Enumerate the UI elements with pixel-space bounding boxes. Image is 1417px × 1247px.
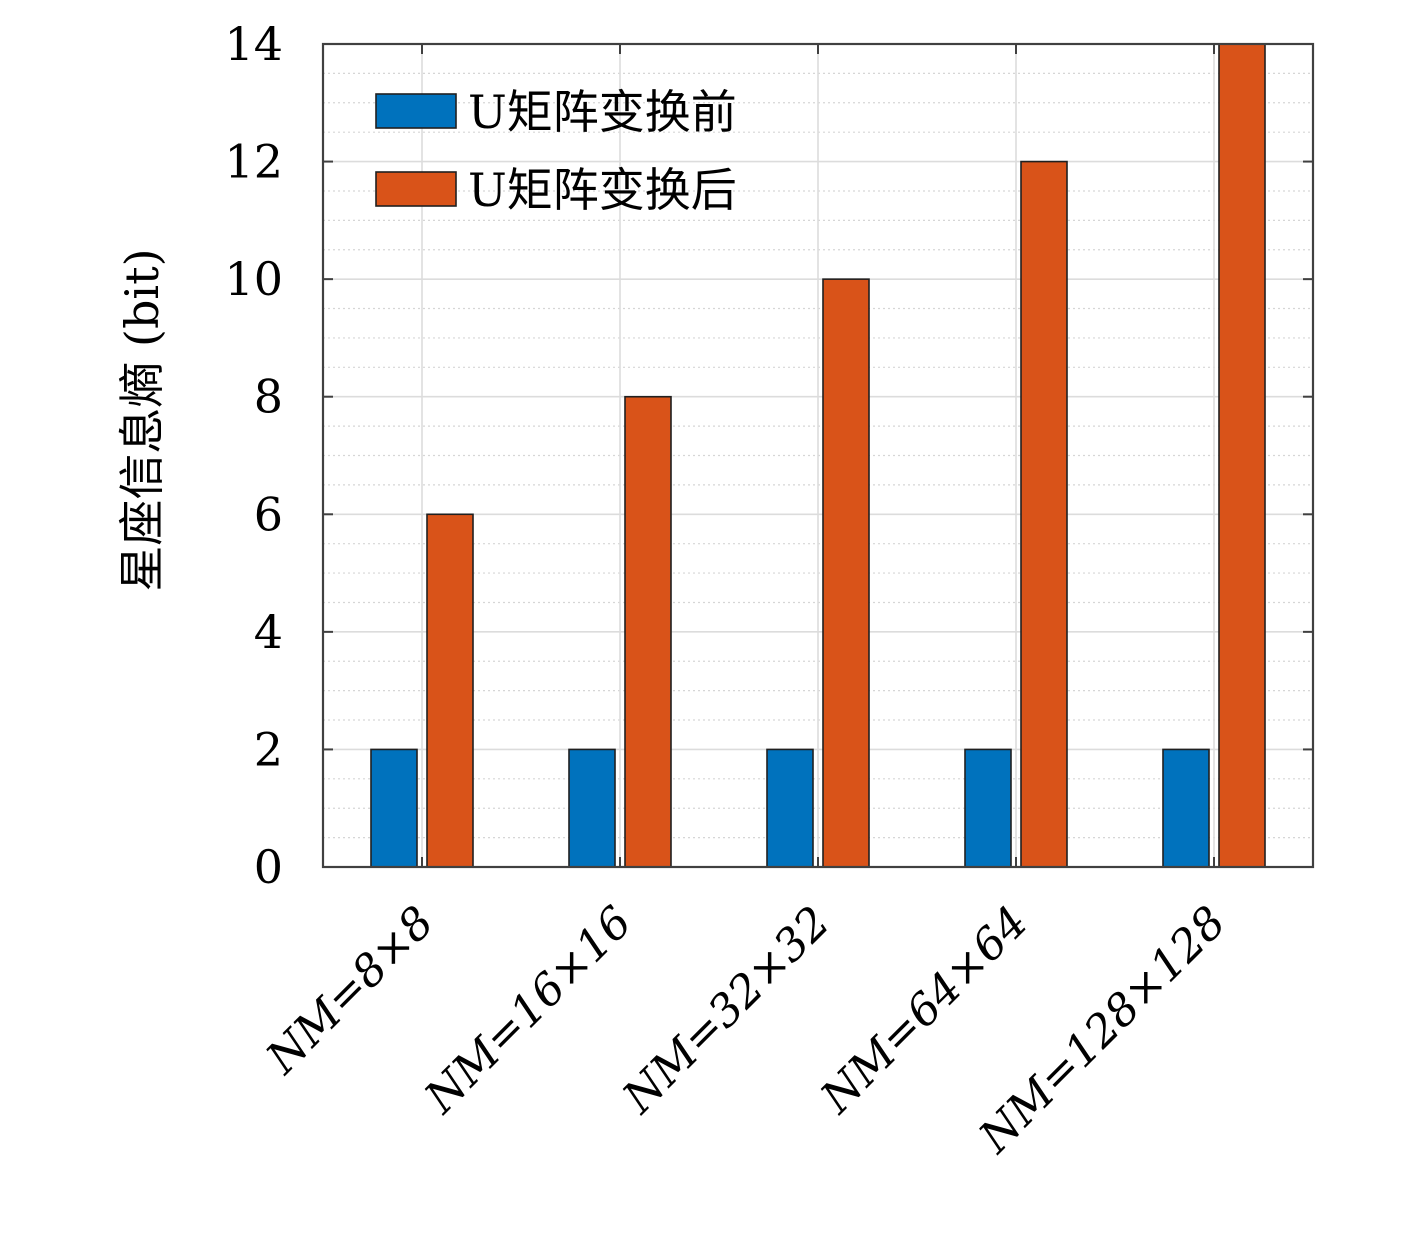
x-tick-label: NM=16×16 bbox=[415, 897, 642, 1124]
x-tick-label: NM=64×64 bbox=[811, 897, 1038, 1124]
bar-series-1-cat-2 bbox=[822, 278, 870, 868]
legend-label-after: U矩阵变换后 bbox=[468, 163, 737, 217]
bars bbox=[370, 43, 1266, 868]
y-tick-label: 14 bbox=[224, 17, 283, 71]
y-tick-label: 0 bbox=[254, 840, 283, 894]
legend-swatch-after bbox=[375, 171, 457, 207]
y-tick-label: 4 bbox=[254, 605, 283, 659]
bar-series-0-cat-3 bbox=[964, 748, 1012, 868]
y-tick-label: 6 bbox=[254, 487, 283, 541]
y-tick-label: 12 bbox=[224, 135, 283, 189]
bar-series-0-cat-1 bbox=[568, 748, 616, 868]
y-tick-label: 10 bbox=[224, 252, 283, 306]
bar-series-1-cat-4 bbox=[1218, 43, 1266, 868]
y-tick-labels: 0 2 4 6 8 10 12 14 bbox=[224, 17, 283, 894]
legend-label-before: U矩阵变换前 bbox=[468, 85, 737, 139]
x-tick-label: NM=8×8 bbox=[256, 897, 444, 1085]
legend: U矩阵变换前 U矩阵变换后 bbox=[375, 85, 737, 217]
bar-series-1-cat-3 bbox=[1020, 160, 1068, 868]
bar-series-0-cat-4 bbox=[1162, 748, 1210, 868]
legend-swatch-before bbox=[375, 93, 457, 129]
axis-ticks bbox=[323, 43, 1313, 868]
x-tick-label: NM=32×32 bbox=[613, 897, 840, 1124]
y-axis-label: 星座信息熵 (bit) bbox=[115, 248, 169, 591]
bar-series-0-cat-2 bbox=[766, 748, 814, 868]
bar-series-0-cat-0 bbox=[370, 748, 418, 868]
y-tick-label: 8 bbox=[254, 370, 283, 424]
y-tick-label: 2 bbox=[254, 722, 283, 776]
bar-series-1-cat-0 bbox=[426, 513, 474, 868]
bar-series-1-cat-1 bbox=[624, 395, 672, 868]
